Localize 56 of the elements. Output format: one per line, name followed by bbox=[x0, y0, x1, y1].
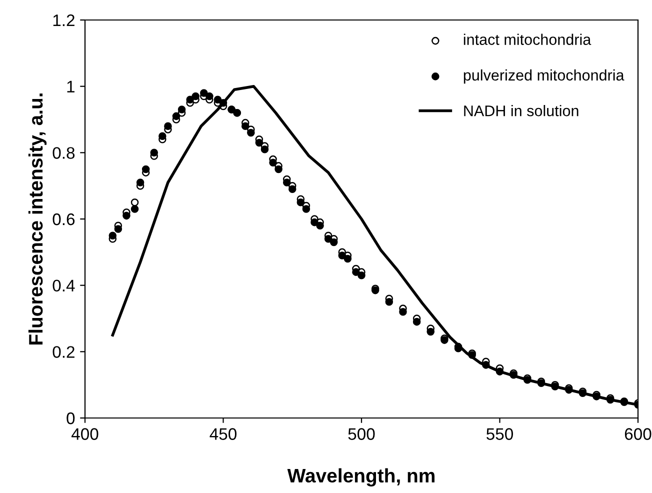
x-tick-label: 550 bbox=[486, 428, 514, 440]
point bbox=[142, 165, 150, 174]
point bbox=[241, 122, 250, 130]
point bbox=[255, 138, 264, 147]
point bbox=[200, 89, 208, 97]
point bbox=[302, 205, 310, 213]
point bbox=[164, 122, 172, 130]
point bbox=[186, 96, 194, 104]
point bbox=[288, 185, 296, 194]
x-tick-label: 400 bbox=[71, 428, 98, 440]
point bbox=[330, 238, 338, 246]
point bbox=[282, 178, 291, 186]
point bbox=[399, 308, 407, 316]
legend-label: NADH in solution bbox=[464, 105, 578, 116]
point bbox=[385, 298, 394, 306]
point bbox=[136, 178, 144, 186]
point bbox=[158, 132, 166, 140]
x-axis-title: Wavelength, nm bbox=[287, 468, 434, 486]
point bbox=[426, 328, 435, 336]
y-tick-label: 0 bbox=[66, 412, 75, 424]
point bbox=[274, 165, 282, 174]
point bbox=[172, 112, 180, 120]
point bbox=[296, 198, 305, 206]
point bbox=[358, 272, 366, 280]
point bbox=[338, 252, 346, 260]
point bbox=[130, 205, 139, 213]
legend-label: intact mitochondria bbox=[464, 34, 592, 45]
point bbox=[412, 318, 421, 326]
x-tick-label: 450 bbox=[210, 428, 237, 440]
point bbox=[114, 225, 122, 233]
y-tick-label: 0.4 bbox=[52, 280, 75, 292]
y-tick-label: 1 bbox=[67, 80, 74, 92]
point bbox=[269, 158, 277, 166]
point bbox=[352, 268, 360, 276]
point bbox=[178, 106, 186, 114]
x-tick-label: 600 bbox=[624, 428, 652, 440]
point bbox=[316, 222, 324, 230]
x-tick-label: 500 bbox=[348, 428, 375, 440]
point bbox=[214, 96, 222, 104]
y-tick-label: 0.6 bbox=[52, 213, 75, 226]
y-tick-label: 0.2 bbox=[52, 346, 74, 358]
point bbox=[247, 128, 255, 137]
point bbox=[324, 235, 332, 243]
y-tick-label: 1.2 bbox=[53, 14, 74, 26]
legend-label: pulverized mitochondria bbox=[464, 69, 624, 84]
y-axis-title: Fluorescence intensity, a.u. bbox=[28, 94, 47, 344]
point bbox=[122, 212, 130, 220]
point bbox=[108, 232, 117, 240]
point bbox=[192, 92, 200, 100]
point bbox=[150, 148, 158, 157]
point bbox=[130, 198, 139, 206]
point bbox=[310, 218, 318, 226]
point bbox=[344, 254, 352, 263]
y-tick-label: 0.8 bbox=[52, 147, 75, 159]
point bbox=[260, 145, 269, 154]
point bbox=[206, 92, 214, 100]
